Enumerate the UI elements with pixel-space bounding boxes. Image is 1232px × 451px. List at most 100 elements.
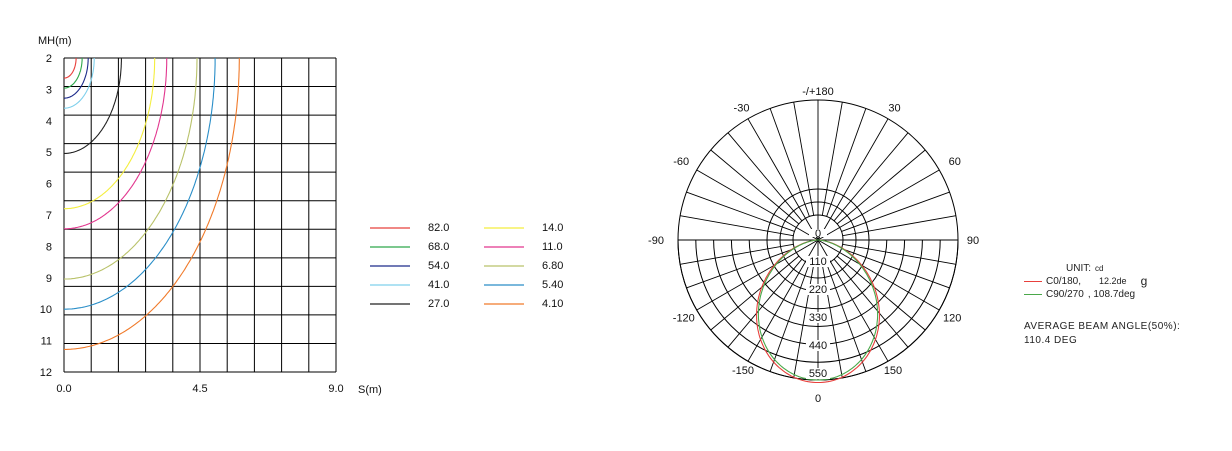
polar-angle-labels: -/+180 -150 150 -120 120 -90 90 -60 60 -30 30 0 <box>648 86 979 405</box>
legend-label-4-10: 4.10 <box>542 298 563 310</box>
polar-spoke <box>769 263 810 372</box>
polar-spoke <box>727 258 803 348</box>
polar-angle-label: 0 <box>815 393 821 405</box>
unit-row-c0: C0/180, 12.2de g <box>1024 275 1147 288</box>
polar-spoke <box>727 132 803 222</box>
isolux-y-tick-label: 6 <box>46 179 52 191</box>
isolux-y-tick-label: 7 <box>46 210 52 222</box>
c0-swatch <box>1024 281 1042 282</box>
isolux-x-tick-label: 4.5 <box>192 383 207 395</box>
average-beam-angle-value: 110.4 DEG <box>1024 335 1078 346</box>
polar-spoke <box>710 255 800 331</box>
polar-curve-C90-270 <box>757 239 879 381</box>
average-beam-angle-label: AVERAGE BEAM ANGLE(50%): <box>1024 321 1181 332</box>
polar-spoke <box>680 243 794 265</box>
legend-label-11-0: 11.0 <box>542 241 563 253</box>
polar-ring <box>779 201 857 279</box>
isolux-y-tick-label: 8 <box>46 241 52 253</box>
c0-suffix: g <box>1140 274 1148 288</box>
polar-spoke <box>842 215 956 237</box>
polar-radial-label: 0 <box>815 228 821 240</box>
polar-angle-label: -150 <box>732 365 754 377</box>
polar-spoke <box>826 108 867 217</box>
isolux-y-tick-labels: 2 3 4 5 6 7 8 9 10 11 12 <box>40 53 52 379</box>
isolux-curve-4-10 <box>64 58 240 350</box>
unit-legend: UNIT: cd C0/180, 12.2de g C90/270 , 108.… <box>1024 262 1147 301</box>
legend-label-27-0: 27.0 <box>428 298 449 310</box>
polar-curves <box>755 239 881 384</box>
polar-curve-C0-180 <box>755 239 881 384</box>
isolux-curve-27-0 <box>63 58 122 155</box>
legend-label-68-0: 68.0 <box>428 241 449 253</box>
isolux-curve-41-0 <box>64 58 95 109</box>
polar-spoke <box>793 264 815 378</box>
unit-value: cd <box>1095 264 1104 273</box>
polar-spoke <box>821 102 843 216</box>
polar-label-bg <box>806 312 830 323</box>
polar-angle-label: 30 <box>888 103 900 115</box>
polar-lower-ring <box>695 239 941 363</box>
polar-angle-label: 120 <box>943 313 961 325</box>
isolux-curve-82-0 <box>64 58 77 79</box>
polar-spoke <box>817 239 940 311</box>
polar-spoke <box>841 248 950 289</box>
legend-label-41-0: 41.0 <box>428 279 449 291</box>
polar-angle-label: 150 <box>884 365 902 377</box>
isolux-y-tick-label: 5 <box>46 147 52 159</box>
polar-spoke <box>817 169 940 241</box>
polar-label-bg <box>806 340 830 351</box>
polar-spoke <box>836 255 926 331</box>
legend-label-5-40: 5.40 <box>542 279 563 291</box>
polar-spoke <box>842 243 956 265</box>
isolux-y-axis-label: MH(m) <box>38 35 72 47</box>
isolux-x-tick-labels: 0.0 4.5 9.0 <box>56 383 343 395</box>
isolux-y-tick-label: 9 <box>46 273 52 285</box>
polar-spoke <box>817 118 889 241</box>
polar-lower-ring <box>730 239 906 328</box>
isolux-y-tick-label: 4 <box>46 116 52 128</box>
polar-grid <box>677 99 959 381</box>
isolux-curve-5-40 <box>64 58 216 310</box>
isolux-legend: 82.0 68.0 54.0 41.0 27.0 14.0 11.0 6.80 5.40 4.10 <box>370 222 563 310</box>
polar-radial-label: 220 <box>809 284 827 296</box>
polar-angle-label: 60 <box>949 156 961 168</box>
isolux-curve-68-0 <box>64 58 83 89</box>
polar-radial-label: 330 <box>809 312 827 324</box>
isolux-x-tick-label: 0.0 <box>56 383 71 395</box>
polar-spoke <box>833 132 909 222</box>
isolux-curves <box>63 57 240 350</box>
polar-label-bg <box>806 284 830 295</box>
polar-spoke <box>836 149 926 225</box>
isolux-y-tick-label: 2 <box>46 53 52 65</box>
legend-label-82-0: 82.0 <box>428 222 449 234</box>
average-beam-angle: AVERAGE BEAM ANGLE(50%): 110.4 DEG <box>1024 320 1180 348</box>
polar-spoke <box>710 149 800 225</box>
polar-spoke <box>826 263 867 372</box>
polar-spoke <box>769 108 810 217</box>
isolux-curve-11-0 <box>64 57 168 230</box>
c0-value: 12.2de <box>1099 276 1127 286</box>
isolux-grid <box>63 57 337 373</box>
polar-angle-label: 90 <box>967 235 979 247</box>
polar-spoke <box>696 169 819 241</box>
polar-angle-label: -60 <box>673 156 689 168</box>
polar-spoke <box>686 248 795 289</box>
isolux-y-tick-label: 12 <box>40 367 52 379</box>
polar-spoke <box>841 191 950 232</box>
polar-label-bg <box>809 229 827 237</box>
polar-radial-label: 550 <box>809 368 827 380</box>
c90-value: , 108.7deg <box>1087 289 1136 300</box>
c90-name: C90/270 <box>1046 289 1084 300</box>
unit-row-c90: C90/270 , 108.7deg <box>1024 288 1147 301</box>
c0-name: C0/180, <box>1046 276 1082 287</box>
isolux-y-tick-label: 11 <box>41 336 52 348</box>
isolux-y-tick-label: 3 <box>46 84 52 96</box>
isolux-curve-6-80 <box>63 58 198 280</box>
unit-label: UNIT: <box>1066 263 1091 274</box>
polar-spoke <box>696 239 819 311</box>
polar-spoke <box>680 215 794 237</box>
polar-spoke <box>833 258 909 348</box>
isolux-x-axis-label: S(m) <box>358 384 382 396</box>
legend-label-54-0: 54.0 <box>428 260 449 272</box>
